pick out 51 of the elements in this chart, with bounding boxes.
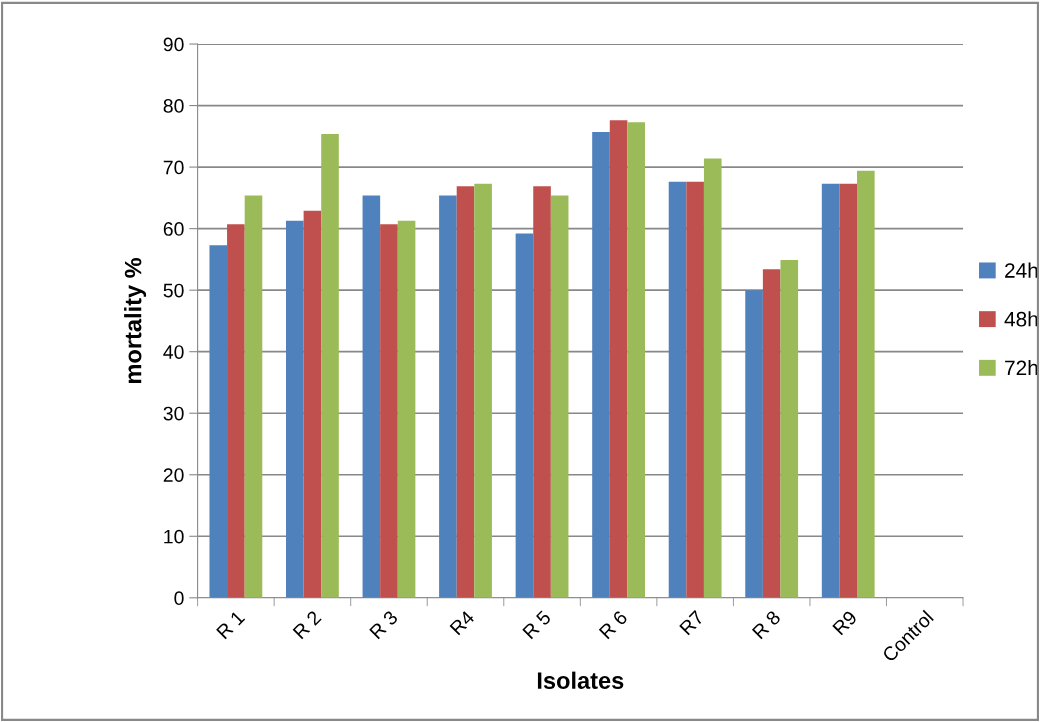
y-tick-label: 0	[174, 591, 184, 606]
bar	[609, 120, 628, 598]
legend-label: 72h	[1005, 359, 1038, 376]
bar	[227, 224, 245, 598]
y-tick-label: 70	[163, 160, 184, 175]
y-tick-label: 10	[164, 529, 184, 544]
bar	[745, 290, 763, 598]
x-tick-label: R9	[832, 609, 858, 636]
bar	[362, 195, 381, 598]
y-tick-label: 40	[163, 345, 184, 359]
bar	[321, 133, 339, 598]
bar	[244, 195, 263, 598]
bar	[380, 224, 398, 598]
bar	[397, 220, 416, 598]
y-tick-label: 20	[163, 468, 184, 482]
x-tick-label: R 2	[292, 609, 322, 640]
x-tick-label: R 5	[522, 610, 552, 640]
bar	[456, 186, 475, 598]
bar	[703, 158, 722, 598]
legend-label: 24h	[1005, 262, 1038, 278]
bar	[303, 210, 322, 598]
bar	[762, 269, 781, 598]
y-tick-label: 80	[163, 99, 184, 113]
bar	[474, 183, 492, 598]
y-tick-label: 60	[163, 222, 184, 236]
legend-label: 48h	[1004, 311, 1038, 327]
bar	[533, 186, 551, 598]
x-tick-label: R7	[679, 610, 705, 636]
bar	[627, 122, 645, 598]
bar	[209, 245, 228, 598]
y-tick-label: 50	[163, 283, 184, 298]
y-tick-label: 90	[163, 37, 184, 52]
x-tick-label: R 8	[751, 609, 782, 640]
x-tick-label: R 3	[369, 609, 399, 640]
x-tick-label: R 1	[216, 610, 246, 640]
bar	[515, 233, 534, 598]
bar	[857, 170, 875, 598]
bar	[592, 132, 610, 598]
y-axis-title: mortality %	[124, 257, 147, 383]
x-axis-title: Isolates	[537, 671, 624, 689]
bar	[821, 183, 840, 598]
x-tick-label: R 6	[598, 609, 629, 640]
bar	[550, 195, 569, 598]
x-tick-label: R4	[449, 609, 476, 636]
bar	[668, 181, 687, 598]
y-tick-label: 30	[163, 406, 184, 421]
bar	[439, 195, 457, 598]
bar	[780, 260, 799, 598]
bar	[286, 220, 304, 598]
bar	[686, 181, 704, 598]
bar	[839, 183, 858, 598]
